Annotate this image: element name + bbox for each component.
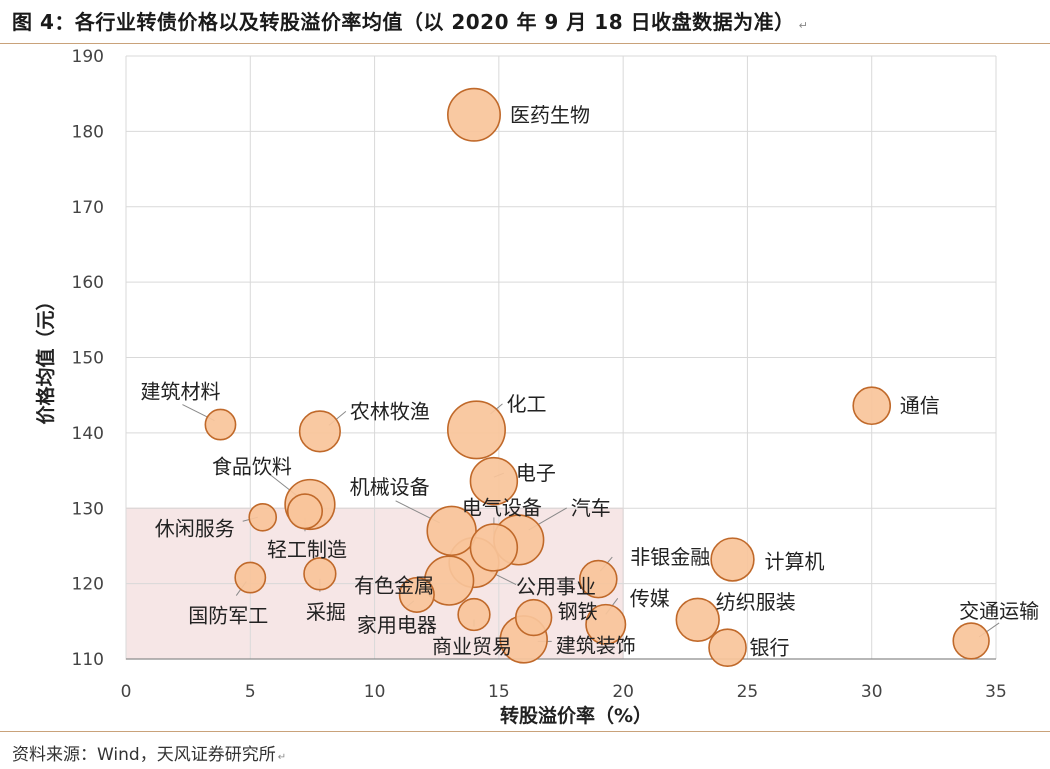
y-tick-label: 120 (72, 575, 104, 595)
bubble-point (234, 561, 267, 594)
source-note: 资料来源：Wind，天风证券研究所 ↵ (12, 740, 286, 765)
bubble-point (852, 386, 892, 426)
x-tick-label: 0 (121, 682, 132, 702)
y-tick-label: 190 (72, 47, 104, 67)
x-tick-label: 15 (488, 682, 510, 702)
bubble-label: 机械设备 (350, 475, 430, 499)
bubble-label: 非银金融 (630, 545, 710, 569)
bubble-point (952, 622, 990, 660)
paragraph-mark-icon: ↵ (277, 752, 287, 763)
y-tick-label: 130 (72, 499, 104, 519)
bubble-point (426, 505, 477, 557)
source-text: 资料来源：Wind，天风证券研究所 (12, 745, 276, 765)
figure-title: 图 4：各行业转债价格以及转股溢价率均值（以 2020 年 9 月 18 日收盘… (12, 6, 1038, 35)
x-tick-label: 35 (985, 682, 1007, 702)
bubble-label: 建筑装饰 (556, 633, 636, 657)
bubble-point (248, 502, 278, 532)
x-tick-label: 5 (245, 682, 256, 702)
bubble-point (469, 523, 519, 572)
figure-title-text: 图 4：各行业转债价格以及转股溢价率均值（以 2020 年 9 月 18 日收盘… (12, 10, 795, 34)
bubble-label: 银行 (750, 636, 790, 660)
x-tick-label: 20 (612, 682, 634, 702)
x-tick-label: 25 (737, 682, 759, 702)
bubble-label: 传媒 (630, 586, 670, 610)
y-tick-label: 170 (72, 198, 104, 218)
bubble-label: 有色金属 (354, 574, 434, 598)
bubble-label: 计算机 (765, 550, 825, 574)
bubble-point (457, 597, 491, 632)
bubble-point (298, 410, 341, 453)
bubble-label: 交通运输 (959, 599, 1039, 623)
bubble-point (710, 537, 755, 582)
bubble-point (204, 408, 237, 441)
bubble-point (514, 598, 553, 637)
bubble-label: 轻工制造 (267, 537, 347, 561)
bubble-label: 汽车 (571, 496, 611, 520)
bubble-label: 食品饮料 (212, 454, 292, 478)
y-tick-label: 110 (72, 650, 104, 670)
bubbles-layer (204, 87, 990, 668)
bubble-point (303, 557, 337, 591)
bubble-label: 家用电器 (357, 613, 437, 637)
bubble-label: 休闲服务 (155, 516, 235, 540)
y-tick-label: 140 (72, 424, 104, 444)
bubble-label: 农林牧渔 (350, 399, 430, 423)
footer-divider (0, 731, 1050, 732)
y-axis-title: 价格均值（元） (34, 291, 57, 424)
bubble-point (708, 628, 747, 668)
bubble-point (446, 400, 506, 460)
x-tick-label: 10 (364, 682, 386, 702)
bubble-point (585, 603, 627, 645)
title-divider (0, 43, 1050, 44)
bubble-label: 建筑材料 (140, 380, 220, 404)
bubble-point (469, 456, 519, 506)
bubble-label: 公用事业 (516, 575, 596, 599)
bubble-label: 化工 (506, 392, 546, 416)
bubble-label: 电子 (516, 461, 556, 485)
y-tick-label: 180 (72, 122, 104, 142)
bubble-label: 钢铁 (558, 600, 598, 624)
x-tick-label: 30 (861, 682, 883, 702)
bubble-label: 国防军工 (188, 604, 268, 628)
bubble-point (675, 597, 720, 642)
paragraph-mark-icon: ↵ (798, 19, 809, 32)
axes-layer: 0 5 10 15 20 25 30 35 110 120 130 140 150 160 170 180 19… (72, 47, 1007, 702)
y-tick-label: 150 (72, 349, 104, 369)
y-tick-label: 160 (72, 273, 104, 293)
bubble-label: 医药生物 (510, 103, 590, 127)
bubble-label: 纺织服装 (716, 590, 796, 614)
bubble-label: 采掘 (306, 600, 346, 624)
bubble-point (398, 576, 435, 613)
bubble-point (447, 87, 501, 142)
bubble-point (578, 559, 618, 599)
bubble-label: 商业贸易 (432, 635, 512, 659)
bubble-point (286, 493, 324, 530)
x-axis-title: 转股溢价率（%） (500, 704, 652, 727)
bubble-label: 通信 (900, 394, 940, 418)
bubble-chart: 0 5 10 15 20 25 30 35 110 120 130 140 150 160 170 180 19… (34, 47, 1039, 727)
bubble-label: 电气设备 (462, 495, 542, 519)
